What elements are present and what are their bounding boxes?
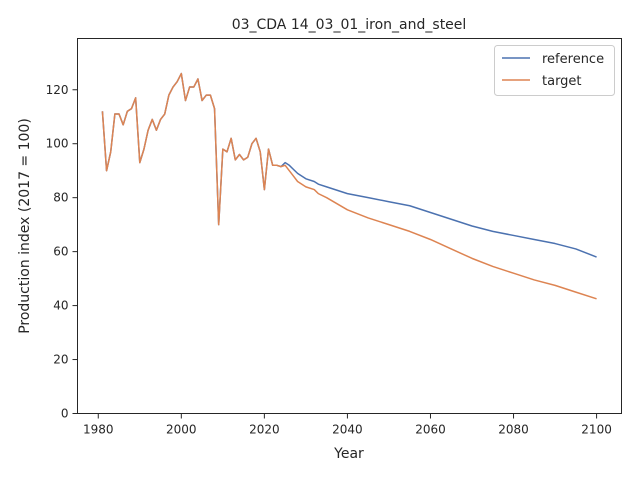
x-tick-label: 2080 <box>498 423 529 437</box>
axes <box>77 38 622 414</box>
y-axis-label: Production index (2017 = 100) <box>17 118 33 334</box>
legend: reference target <box>494 45 615 96</box>
x-tick-label: 2020 <box>249 423 280 437</box>
y-tick-label: 0 <box>61 407 69 421</box>
legend-label-target: target <box>542 74 582 89</box>
y-tick-label: 40 <box>53 299 68 313</box>
y-axis-ticks: 0 20 40 60 80 100 120 <box>46 83 78 421</box>
x-tick-label: 1980 <box>83 423 114 437</box>
plot-lines <box>101 72 597 300</box>
y-tick-label: 120 <box>46 83 69 97</box>
y-tick-label: 80 <box>53 191 68 205</box>
x-tick-label: 2000 <box>166 423 197 437</box>
x-axis-label: Year <box>333 446 364 462</box>
x-tick-label: 2100 <box>581 423 612 437</box>
x-axis-ticks: 1980 2000 2020 2040 2060 2080 2100 <box>83 413 612 437</box>
x-tick-label: 2060 <box>415 423 446 437</box>
y-tick-label: 100 <box>46 137 69 151</box>
series-line-target <box>101 72 597 300</box>
legend-label-reference: reference <box>542 52 604 67</box>
chart-title: 03_CDA 14_03_01_iron_and_steel <box>232 17 467 33</box>
y-tick-label: 20 <box>53 353 68 367</box>
plot-frame <box>77 38 622 414</box>
x-tick-label: 2040 <box>332 423 363 437</box>
y-tick-label: 60 <box>53 245 68 259</box>
